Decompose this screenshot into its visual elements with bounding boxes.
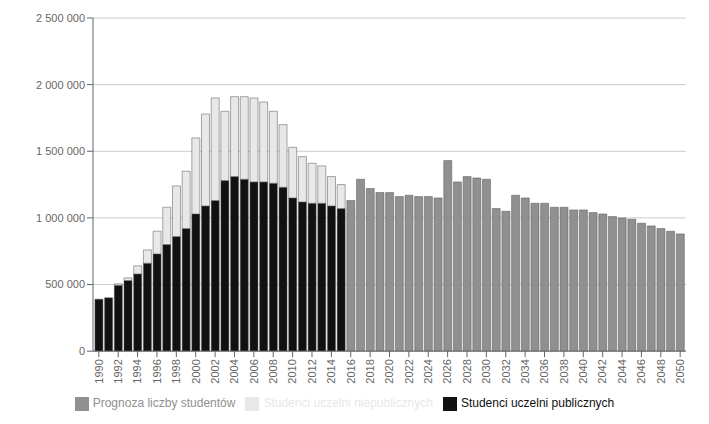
svg-text:2018: 2018 bbox=[364, 359, 376, 383]
svg-text:500 000: 500 000 bbox=[45, 278, 85, 290]
svg-text:1990: 1990 bbox=[93, 359, 105, 383]
svg-text:2050: 2050 bbox=[674, 359, 686, 383]
svg-text:2024: 2024 bbox=[422, 359, 434, 383]
svg-text:2 000 000: 2 000 000 bbox=[36, 79, 85, 91]
svg-text:2012: 2012 bbox=[306, 359, 318, 383]
svg-text:1998: 1998 bbox=[170, 359, 182, 383]
svg-text:2040: 2040 bbox=[577, 359, 589, 383]
svg-text:2044: 2044 bbox=[616, 359, 628, 383]
svg-text:2014: 2014 bbox=[325, 359, 337, 383]
svg-text:2004: 2004 bbox=[228, 359, 240, 383]
svg-text:2028: 2028 bbox=[461, 359, 473, 383]
svg-text:2034: 2034 bbox=[519, 359, 531, 383]
svg-text:2026: 2026 bbox=[441, 359, 453, 383]
svg-text:2010: 2010 bbox=[286, 359, 298, 383]
svg-text:1994: 1994 bbox=[131, 359, 143, 383]
svg-text:2046: 2046 bbox=[635, 359, 647, 383]
svg-text:2002: 2002 bbox=[209, 359, 221, 383]
svg-text:2006: 2006 bbox=[248, 359, 260, 383]
svg-text:2008: 2008 bbox=[267, 359, 279, 383]
svg-text:2038: 2038 bbox=[558, 359, 570, 383]
html-text:Prognoza liczby studentów: Prognoza liczby studentów bbox=[92, 396, 236, 411]
svg-text:1996: 1996 bbox=[151, 359, 163, 383]
html-text:Studenci uczelni publicznych: Studenci uczelni publicznych bbox=[460, 396, 615, 411]
svg-text:2036: 2036 bbox=[538, 359, 550, 383]
svg-text:2020: 2020 bbox=[383, 359, 395, 383]
svg-text:2042: 2042 bbox=[596, 359, 608, 383]
svg-text:1 500 000: 1 500 000 bbox=[36, 145, 85, 157]
svg-text:1 000 000: 1 000 000 bbox=[36, 212, 85, 224]
svg-text:2032: 2032 bbox=[500, 359, 512, 383]
svg-text:2016: 2016 bbox=[345, 359, 357, 383]
svg-text:2030: 2030 bbox=[480, 359, 492, 383]
svg-text:2022: 2022 bbox=[403, 359, 415, 383]
svg-text:1992: 1992 bbox=[112, 359, 124, 383]
svg-text:0: 0 bbox=[79, 345, 85, 357]
html-text:Studenci uczelni niepublicznyc: Studenci uczelni niepublicznych bbox=[263, 396, 433, 411]
svg-text:2000: 2000 bbox=[190, 359, 202, 383]
svg-text:2 500 000: 2 500 000 bbox=[36, 12, 85, 24]
svg-text:2048: 2048 bbox=[655, 359, 667, 383]
